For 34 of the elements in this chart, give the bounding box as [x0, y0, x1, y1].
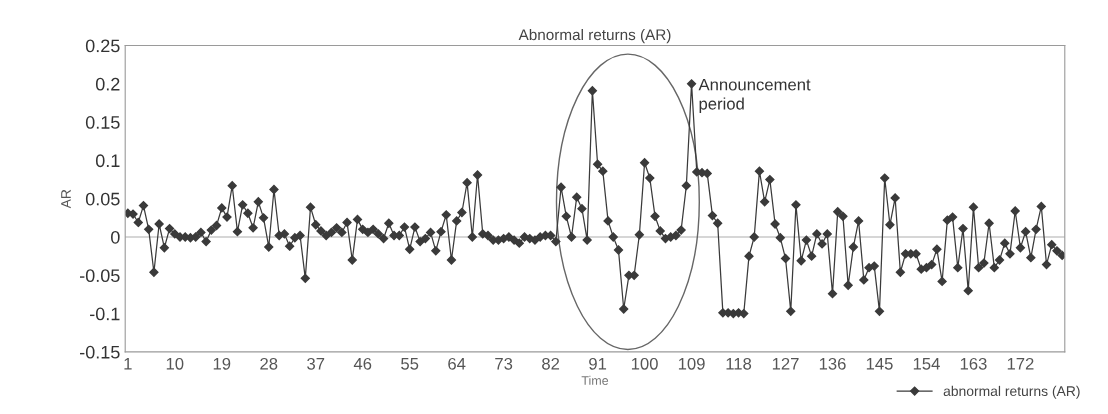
x-tick-label: 64: [448, 357, 466, 370]
x-tick-label: 109: [678, 357, 705, 370]
y-tick-label: 0: [111, 230, 120, 244]
y-axis-title: AR: [61, 189, 71, 209]
x-tick-label: 172: [1007, 357, 1034, 370]
chart-title: Abnormal returns (AR): [518, 28, 671, 44]
y-tick-label: 0.1: [95, 154, 120, 168]
x-tick-label: 37: [307, 357, 325, 370]
x-tick-label: 145: [866, 358, 893, 370]
x-tick-label: 91: [589, 357, 607, 370]
x-tick-label: 19: [213, 357, 231, 370]
x-axis-title: Time: [581, 375, 609, 385]
y-tick-label: -0.05: [79, 269, 120, 283]
x-tick-label: 100: [631, 357, 658, 370]
y-tick-label: -0.1: [90, 307, 120, 321]
x-tick-label: 154: [913, 358, 940, 370]
x-tick-label: 136: [819, 357, 846, 370]
annotation: Announcement period: [698, 78, 811, 113]
y-tick-label: 0.25: [85, 39, 120, 53]
x-tick-label: 46: [353, 357, 372, 370]
x-tick-label: 118: [726, 357, 752, 370]
x-tick-label: 163: [960, 357, 987, 370]
legend-label: abnormal returns (AR): [943, 385, 1080, 399]
y-tick-label: -0.15: [79, 345, 120, 359]
x-tick-label: 10: [166, 357, 184, 370]
x-tick-label: 73: [495, 357, 513, 370]
x-tick-label: 127: [772, 357, 799, 370]
x-tick-label: 28: [260, 357, 278, 370]
y-tick-label: 0.2: [95, 77, 120, 91]
x-tick-label: 82: [542, 357, 560, 370]
x-tick-label: 55: [401, 358, 419, 370]
y-tick-label: 0.05: [85, 192, 120, 206]
y-tick-label: 0.15: [85, 116, 120, 129]
x-tick-label: 1: [124, 358, 132, 370]
